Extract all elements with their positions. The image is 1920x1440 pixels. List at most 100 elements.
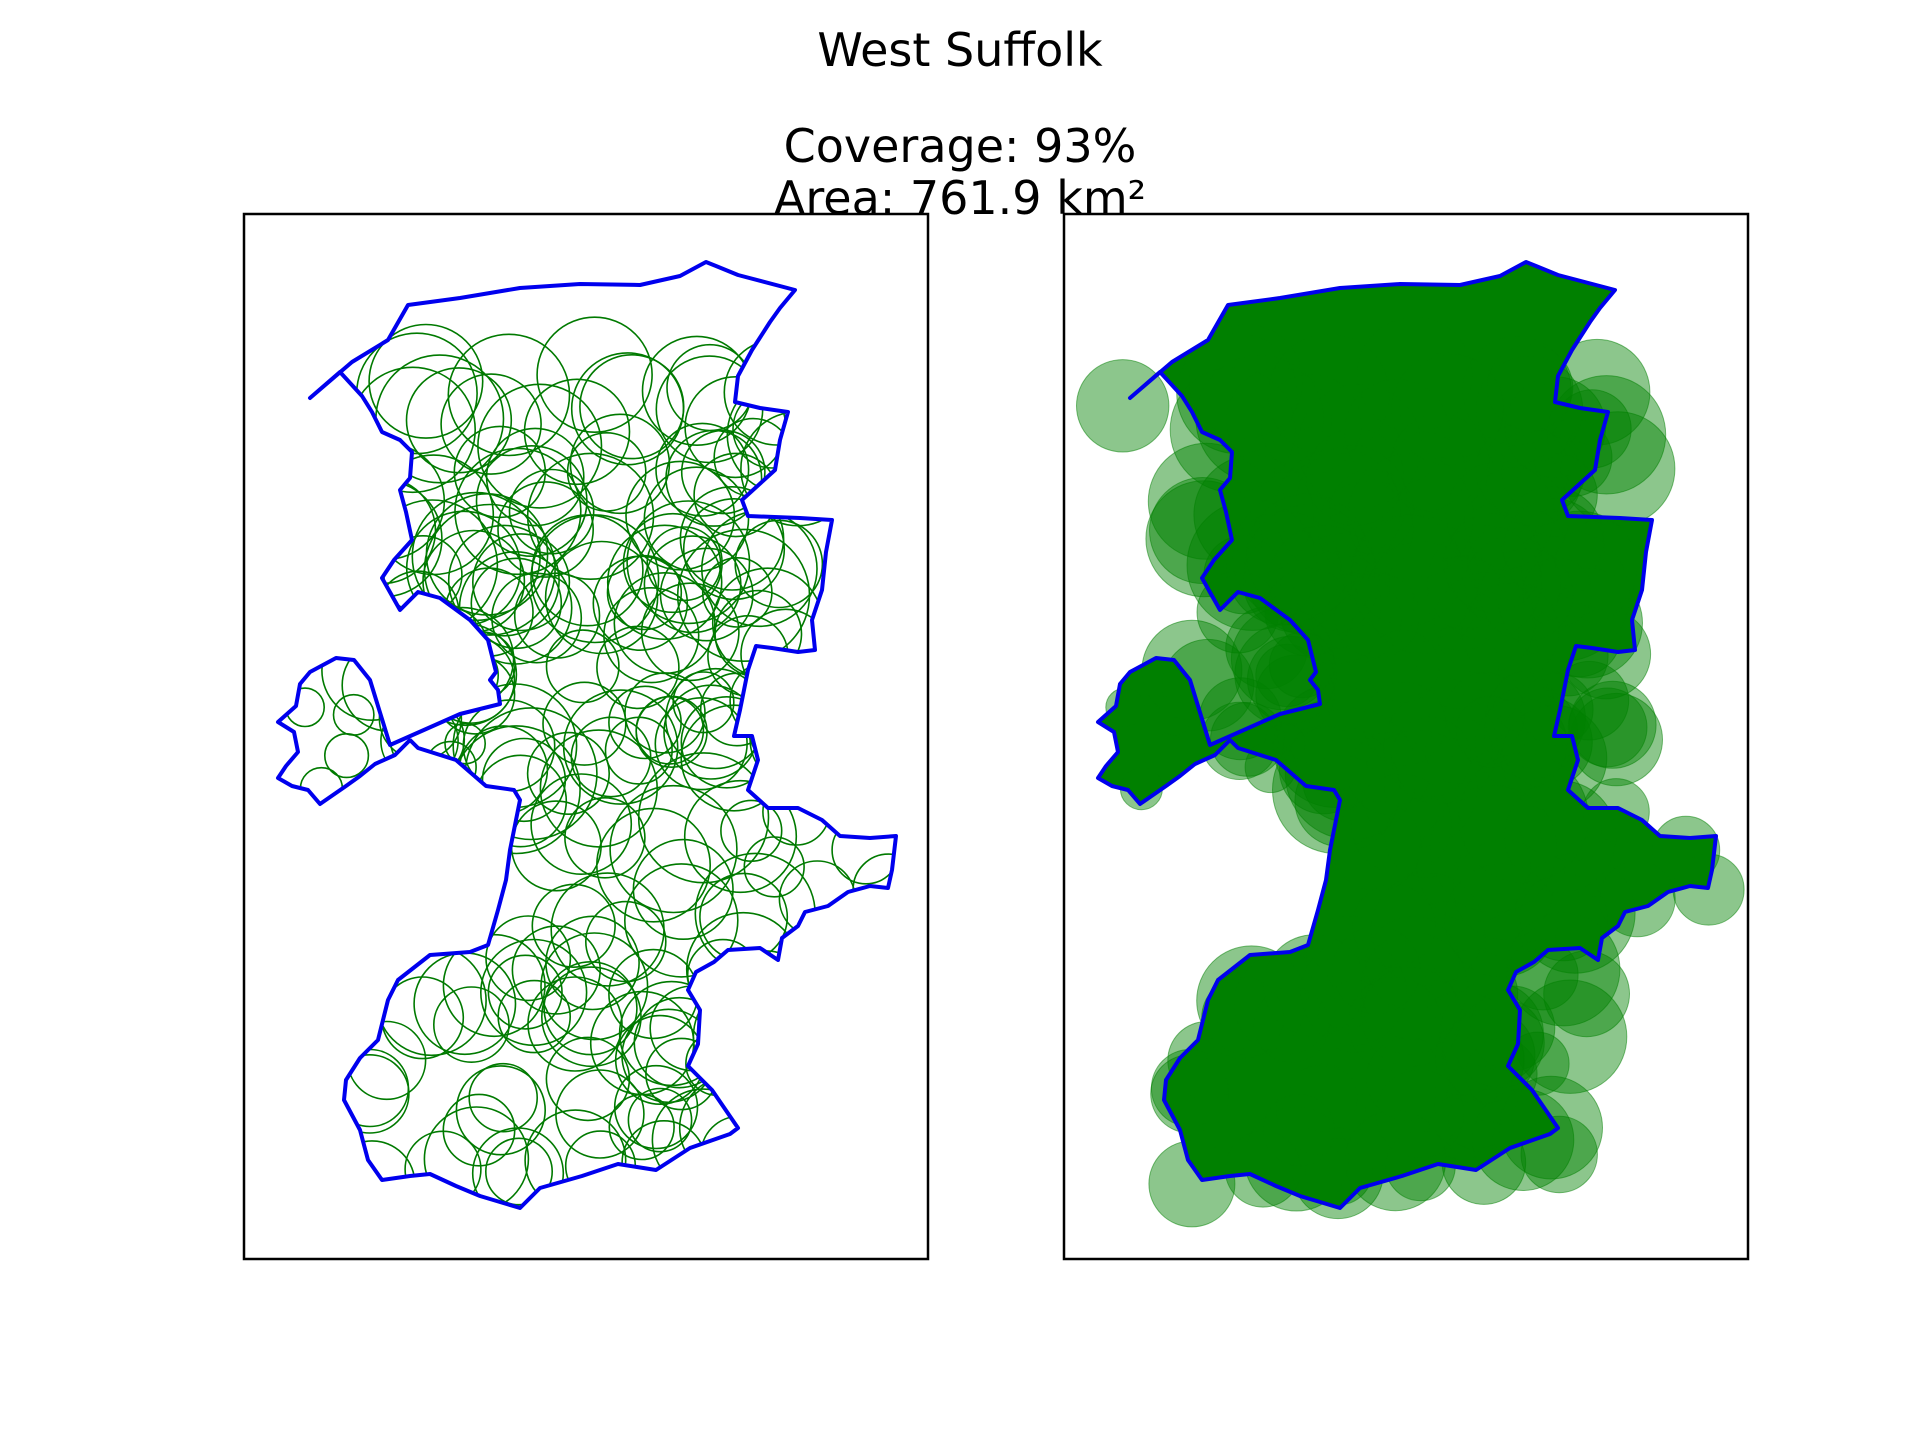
coverage-circle — [1350, 773, 1452, 875]
coverage-circle — [606, 554, 683, 631]
coverage-circle — [404, 1130, 482, 1208]
coverage-circle — [732, 388, 812, 469]
coverage-circle — [329, 1054, 410, 1134]
district-boundary — [1096, 260, 1718, 1210]
coverage-circle — [1317, 481, 1414, 578]
coverage-circle — [1076, 359, 1170, 453]
coverage-circle — [1225, 606, 1309, 690]
coverage-circle — [1540, 799, 1603, 862]
coverage-circle — [1150, 1049, 1229, 1127]
coverage-circle — [1161, 638, 1255, 732]
coverage-circle — [541, 966, 642, 1068]
coverage-circle — [454, 447, 582, 576]
coverage-circle — [366, 499, 499, 632]
coverage-circle — [497, 481, 594, 578]
coverage-circle — [714, 589, 803, 678]
coverage-circle — [1300, 939, 1408, 1046]
coverage-circle — [672, 671, 735, 734]
coverage-circle — [1141, 619, 1243, 721]
coverage-circle — [1503, 498, 1605, 600]
coverage-circle — [1384, 797, 1466, 879]
coverage-circle — [1568, 680, 1657, 769]
figure-title: West Suffolk — [817, 23, 1103, 77]
coverage-circle — [626, 500, 751, 625]
coverage-circle — [606, 524, 723, 641]
coverage-circle — [484, 1137, 553, 1206]
coverage-circle — [711, 567, 824, 679]
coverage-circle — [743, 836, 805, 898]
coverage-circle — [1366, 629, 1440, 703]
coverage-circle — [380, 701, 459, 781]
coverage-circle — [1506, 912, 1621, 1027]
coverage-circle — [1244, 504, 1376, 636]
coverage-circle — [531, 883, 616, 968]
coverage-circle — [544, 540, 659, 655]
coverage-circle — [1480, 547, 1574, 642]
coverage-circle — [545, 629, 620, 704]
panel-frame — [1062, 212, 1750, 1261]
coverage-circle — [442, 1093, 516, 1167]
coverage-circle — [646, 526, 722, 602]
coverage-circle — [1444, 863, 1559, 978]
coverage-circle — [1351, 514, 1464, 627]
coverage-circle — [622, 512, 723, 614]
coverage-circle — [1428, 949, 1519, 1039]
coverage-circle — [540, 932, 649, 1041]
coverage-circle — [625, 460, 736, 571]
coverage-circle — [278, 358, 350, 453]
coverage-circles-filled — [1076, 316, 1745, 1228]
coverage-circle — [1514, 852, 1636, 974]
coverage-circle — [1365, 1036, 1450, 1121]
coverage-circle — [1268, 524, 1380, 637]
coverage-circle — [545, 1036, 631, 1122]
coverage-circle — [1359, 729, 1478, 848]
coverage-circle — [1278, 725, 1368, 815]
coverage-circle — [701, 557, 773, 628]
coverage-circle — [749, 692, 844, 787]
coverage-circle — [1272, 725, 1401, 855]
coverage-circle — [1267, 333, 1390, 456]
coverage-circle — [1416, 625, 1500, 709]
coverage-circle — [1474, 697, 1568, 791]
coverage-circle — [487, 954, 563, 1030]
coverage-circle — [1582, 778, 1650, 846]
coverage-circle — [680, 695, 774, 789]
coverage-circle — [451, 725, 581, 855]
coverage-circle — [1500, 704, 1608, 812]
coverage-circle — [1399, 354, 1505, 460]
coverage-circle — [734, 519, 824, 609]
coverage-circle — [654, 696, 748, 791]
coverage-circle — [707, 615, 789, 697]
coverage-circle — [543, 960, 638, 1056]
coverage-circle — [531, 514, 644, 627]
coverage-circle — [536, 316, 653, 434]
coverage-circle — [569, 413, 671, 515]
district-boundary — [276, 260, 898, 1210]
coverage-circle — [655, 422, 750, 517]
coverage-circle — [477, 383, 603, 509]
coverage-circle — [468, 1062, 539, 1133]
coverage-circle — [1475, 422, 1570, 517]
coverage-label: Coverage: 93% — [783, 119, 1137, 173]
coverage-circle — [1462, 335, 1572, 446]
coverage-circle — [435, 654, 516, 735]
coverage-circle — [1334, 572, 1420, 659]
coverage-circle — [1443, 513, 1543, 613]
coverage-circle — [1288, 1063, 1358, 1133]
coverage-circle — [722, 950, 811, 1038]
coverage-circle — [1499, 1075, 1603, 1180]
coverage-circle — [627, 1087, 693, 1153]
coverage-circle — [1598, 860, 1676, 938]
coverage-circle — [481, 737, 567, 823]
coverage-circle — [375, 945, 487, 1057]
coverage-circle — [1387, 432, 1467, 512]
coverage-circle — [1148, 1140, 1236, 1228]
coverage-circle — [1351, 883, 1436, 968]
coverage-circle — [1435, 1015, 1525, 1105]
coverage-circle — [471, 533, 571, 632]
coverage-circle — [1167, 1021, 1247, 1100]
coverage-circle — [458, 725, 549, 815]
coverage-circle — [1522, 557, 1593, 628]
coverage-circle — [513, 572, 601, 659]
coverage-circle — [692, 979, 808, 1095]
